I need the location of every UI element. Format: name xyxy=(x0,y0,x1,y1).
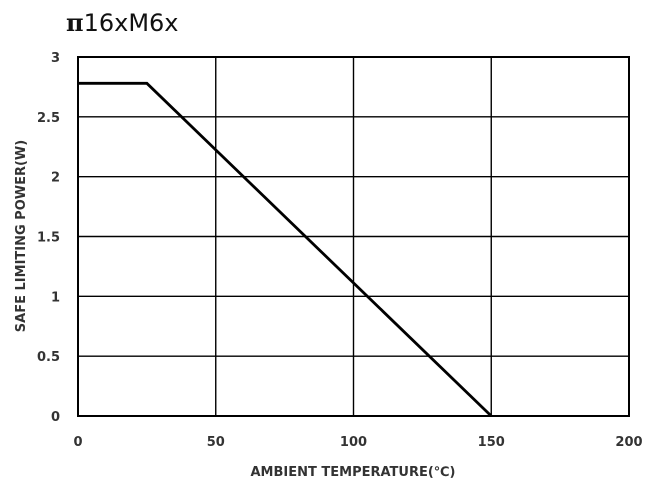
derating-line xyxy=(78,81,493,418)
x-tick-label: 150 xyxy=(478,435,505,450)
y-tick-label: 0.5 xyxy=(37,350,60,365)
plot-frame xyxy=(77,56,630,417)
y-tick-label: 2 xyxy=(51,171,60,186)
chart-title-text: 16xM6x xyxy=(84,9,179,37)
y-tick-label: 1 xyxy=(51,290,60,305)
x-tick-label: 100 xyxy=(340,435,367,450)
series-group xyxy=(78,81,493,418)
y-axis-label: SAFE LIMITING POWER(W) xyxy=(14,140,29,332)
x-tick-label: 200 xyxy=(615,435,642,450)
x-tick-label: 50 xyxy=(207,435,225,450)
chart-title: π16xM6x xyxy=(66,8,179,37)
x-tick-label: 0 xyxy=(73,435,82,450)
y-tick-label: 3 xyxy=(51,51,60,66)
x-axis-ticks: 0 50 100 150 200 xyxy=(73,435,642,450)
x-axis-label: AMBIENT TEMPERATURE(℃) xyxy=(251,465,456,480)
chart-title-prefix: π xyxy=(66,8,84,37)
grid-lines xyxy=(78,57,629,416)
y-axis-ticks: 0 0.5 1 1.5 2 2.5 3 xyxy=(37,51,60,425)
y-tick-label: 2.5 xyxy=(37,111,60,126)
y-tick-label: 0 xyxy=(51,410,60,425)
y-tick-label: 1.5 xyxy=(37,231,60,246)
